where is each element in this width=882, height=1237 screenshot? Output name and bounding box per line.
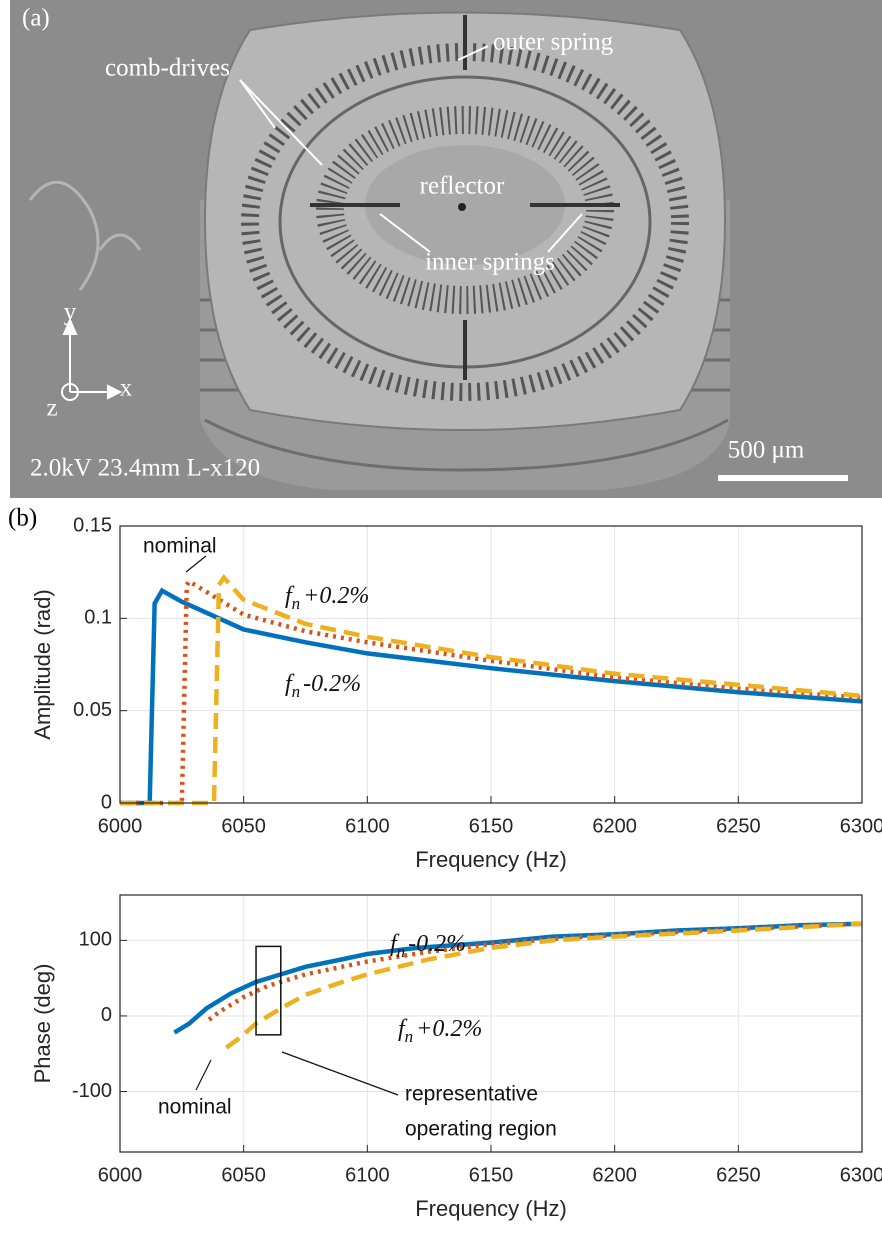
annotation-sub: n <box>397 942 406 961</box>
annotation: nominal <box>143 535 217 558</box>
x-tick-label: 6250 <box>716 1164 761 1186</box>
x-axis-label: Frequency (Hz) <box>415 1196 567 1221</box>
y-tick-label: 100 <box>79 929 112 951</box>
x-tick-label: 6000 <box>98 1164 143 1186</box>
annotation-rest: -0.2% <box>303 671 361 697</box>
x-tick-label: 6100 <box>345 815 390 837</box>
x-tick-label: 6050 <box>221 1164 266 1186</box>
chart: 6000 6050 6100 6150 6200 6250 6300 0 0.05 0.1 0.15… <box>30 514 882 872</box>
x-tick-label: 6200 <box>592 1164 637 1186</box>
annotation: nominal <box>158 1096 232 1119</box>
axis-letter: y <box>64 299 77 326</box>
x-tick-label: 6000 <box>98 815 143 837</box>
reflector-hole <box>458 203 466 211</box>
y-axis-label: Amplitude (rad) <box>30 589 55 739</box>
annotation-sub: n <box>405 1027 414 1046</box>
annotation-sub: n <box>292 682 301 701</box>
annotation: reflector <box>420 173 505 200</box>
chart: 6000 6050 6100 6150 6200 6250 6300 -100 0 100 Freq… <box>30 895 882 1221</box>
x-tick-label: 6200 <box>592 815 637 837</box>
annotation: inner springs <box>425 249 555 276</box>
scale-label: 500 μm <box>728 437 805 464</box>
page: {"figure": {"panel_a": {"label": "(a)", … <box>0 0 882 1237</box>
x-axis-label: Frequency (Hz) <box>415 847 567 872</box>
y-tick-label: -100 <box>72 1080 112 1102</box>
annotation-rest: +0.2% <box>303 583 369 609</box>
y-tick-label: 0.05 <box>73 699 112 721</box>
y-tick-label: 0 <box>101 791 112 813</box>
y-tick-label: 0 <box>101 1004 112 1026</box>
annotation: representative <box>405 1083 538 1106</box>
y-tick-label: 0.15 <box>73 514 112 536</box>
annotation: comb-drives <box>105 55 230 82</box>
x-tick-label: 6150 <box>469 1164 514 1186</box>
sem-info: 2.0kV 23.4mm L-x120 <box>30 455 260 482</box>
axis-letter: z <box>46 395 57 422</box>
x-tick-label: 6150 <box>469 815 514 837</box>
x-tick-label: 6250 <box>716 815 761 837</box>
y-axis-label: Phase (deg) <box>30 964 55 1084</box>
x-tick-label: 6300 <box>840 1164 882 1186</box>
panel-label: (a) <box>22 5 50 32</box>
y-tick-label: 0.1 <box>84 607 112 629</box>
sem-image: (a) outer spring comb-drives reflector i… <box>10 0 882 498</box>
annotation-rest: -0.2% <box>408 931 466 957</box>
panel-label: (b) <box>8 505 37 532</box>
x-tick-label: 6100 <box>345 1164 390 1186</box>
figure: (a) outer spring comb-drives reflector i… <box>0 0 882 1237</box>
x-tick-label: 6300 <box>840 815 882 837</box>
axis-letter: x <box>120 375 133 402</box>
x-tick-label: 6050 <box>221 815 266 837</box>
annotation: operating region <box>405 1118 557 1141</box>
annotation-rest: +0.2% <box>416 1016 482 1042</box>
annotation: outer spring <box>493 29 614 56</box>
annotation-sub: n <box>292 594 301 613</box>
